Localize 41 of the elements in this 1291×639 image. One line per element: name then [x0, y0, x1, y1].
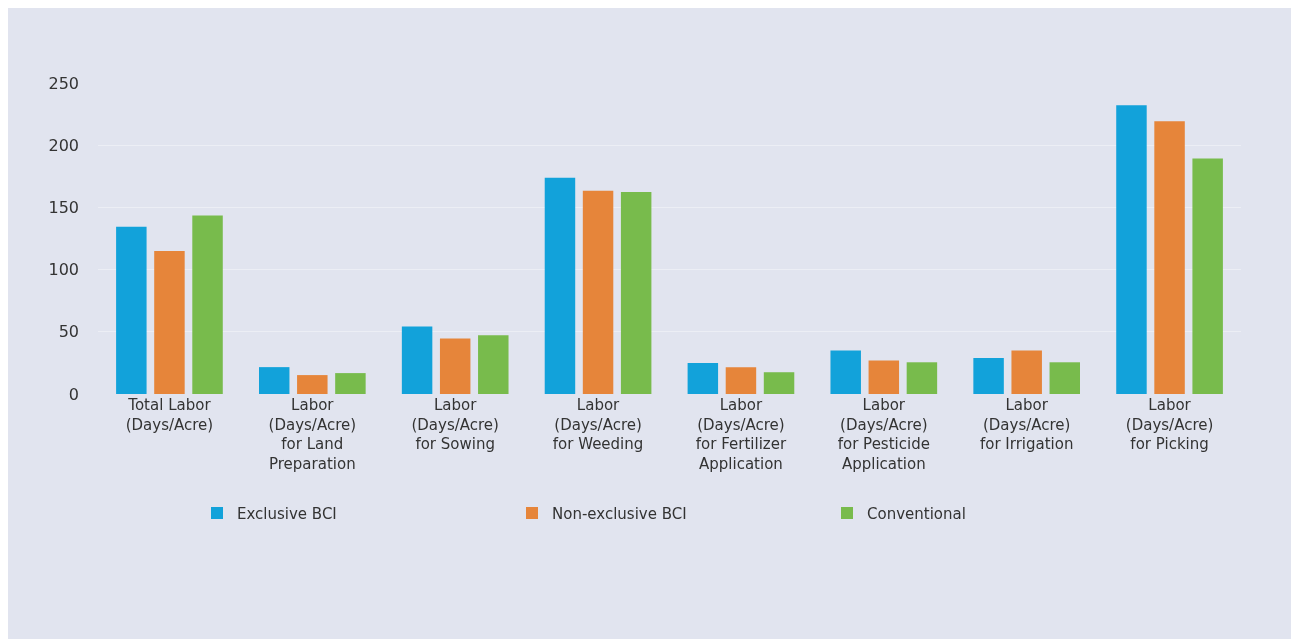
bar: [1154, 121, 1185, 394]
bar: [620, 191, 652, 394]
legend-label: Conventional: [867, 504, 966, 523]
x-tick-label: Labor (Days/Acre) for Picking: [1125, 396, 1214, 453]
x-tick-label: Labor (Days/Acre) for Fertilizer Application: [695, 396, 787, 473]
y-tick-label: 250: [48, 73, 79, 93]
bar: [192, 215, 223, 394]
y-tick-label: 200: [48, 135, 79, 155]
bar: [116, 226, 147, 394]
bar: [906, 362, 938, 394]
y-tick-label: 100: [48, 260, 79, 280]
x-tick-label: Labor (Days/Acre) for Pesticide Application: [837, 396, 930, 473]
bar: [687, 363, 719, 394]
bar: [973, 358, 1004, 394]
bar: [830, 350, 861, 394]
bar: [1192, 158, 1223, 394]
y-tick-label: 0: [68, 384, 79, 404]
legend-label: Non-exclusive BCI: [552, 504, 687, 523]
bar: [1011, 350, 1042, 394]
bar: [478, 335, 509, 394]
bar: [868, 360, 900, 394]
bar: [763, 372, 795, 394]
bar: [582, 190, 614, 394]
x-tick-label: Labor (Days/Acre) for Weeding: [552, 396, 644, 453]
x-tick-label: Labor (Days/Acre) for Land Preparation: [268, 396, 357, 473]
x-tick-label: Labor (Days/Acre) for Irrigation: [979, 396, 1074, 453]
bar: [439, 338, 471, 394]
bar: [544, 177, 576, 394]
bar: [725, 367, 757, 394]
y-tick-label: 150: [48, 198, 79, 217]
bar: [258, 367, 290, 394]
bar: [401, 326, 433, 394]
y-tick-label: 50: [58, 322, 79, 342]
bar: [154, 250, 185, 394]
x-tick-label: Total Labor (Days/Acre): [125, 396, 214, 434]
legend-label: Exclusive BCI: [237, 504, 337, 523]
x-tick-label: Labor (Days/Acre) for Sowing: [411, 396, 499, 453]
bar: [335, 373, 366, 394]
bar: [1116, 105, 1147, 394]
bar: [297, 375, 328, 394]
bar: [1049, 362, 1081, 394]
